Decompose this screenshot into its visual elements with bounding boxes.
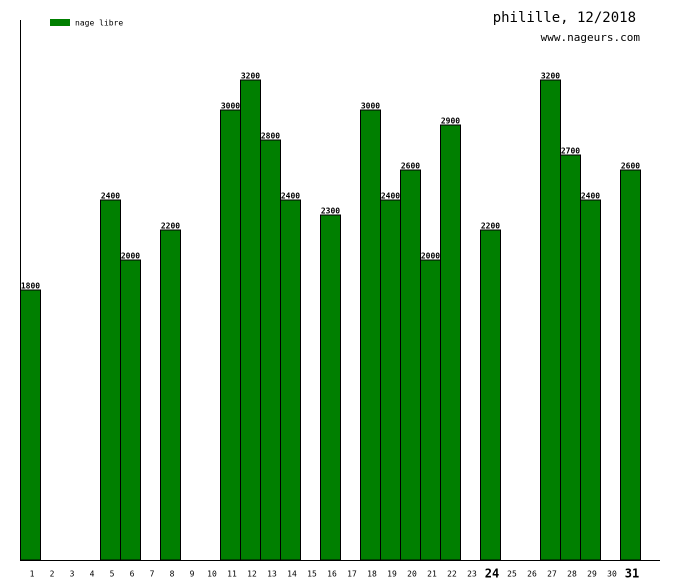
x-tick-label: 23 [467, 570, 477, 579]
x-tick-label: 17 [347, 570, 357, 579]
value-label: 2800 [261, 132, 280, 141]
x-tick-label: 3 [70, 570, 75, 579]
x-tick-label: 31 [625, 567, 639, 580]
legend-label: nage libre [75, 19, 123, 28]
chart-title: philille, 12/2018 [493, 10, 636, 26]
value-label: 2400 [101, 192, 120, 201]
x-tick-label: 13 [267, 570, 277, 579]
chart-subtitle: www.nageurs.com [541, 31, 641, 44]
bar [120, 259, 141, 561]
bar [20, 289, 41, 561]
x-tick-label: 15 [307, 570, 317, 579]
bar [360, 109, 381, 561]
bar [160, 229, 181, 561]
value-label: 2600 [401, 162, 420, 171]
value-label: 2300 [321, 207, 340, 216]
x-tick-label: 6 [130, 570, 135, 579]
x-tick-label: 20 [407, 570, 417, 579]
x-tick-label: 19 [387, 570, 397, 579]
x-tick-label: 5 [110, 570, 115, 579]
x-tick-label: 29 [587, 570, 597, 579]
bar [240, 79, 261, 561]
value-label: 2900 [441, 117, 460, 126]
legend-swatch [50, 19, 70, 26]
bar [480, 229, 501, 561]
x-tick-label: 16 [327, 570, 337, 579]
bar [100, 199, 121, 561]
value-label: 2400 [281, 192, 300, 201]
value-label: 2200 [481, 222, 500, 231]
x-tick-label: 2 [50, 570, 55, 579]
value-label: 2400 [381, 192, 400, 201]
bar [540, 79, 561, 561]
bar [560, 154, 581, 561]
bar [620, 169, 641, 561]
x-tick-label: 8 [170, 570, 175, 579]
x-tick-label: 25 [507, 570, 517, 579]
x-tick-label: 14 [287, 570, 297, 579]
value-label: 2000 [121, 252, 140, 261]
x-tick-label: 21 [427, 570, 437, 579]
x-tick-label: 11 [227, 570, 237, 579]
bar [420, 259, 441, 561]
x-tick-label: 22 [447, 570, 457, 579]
bar [380, 199, 401, 561]
x-tick-label: 10 [207, 570, 217, 579]
value-label: 2200 [161, 222, 180, 231]
x-tick-label: 18 [367, 570, 377, 579]
bar [440, 124, 461, 561]
x-tick-label: 28 [567, 570, 577, 579]
value-label: 3200 [241, 72, 260, 81]
x-tick-label: 4 [90, 570, 95, 579]
x-tick-label: 30 [607, 570, 617, 579]
value-label: 3000 [221, 102, 240, 111]
value-label: 2700 [561, 147, 580, 156]
bar [320, 214, 341, 561]
x-tick-label: 26 [527, 570, 537, 579]
value-label: 3200 [541, 72, 560, 81]
x-tick-label: 7 [150, 570, 155, 579]
x-tick-label: 1 [30, 570, 35, 579]
value-label: 1800 [21, 282, 40, 291]
value-label: 2600 [621, 162, 640, 171]
value-label: 2400 [581, 192, 600, 201]
x-tick-label: 24 [485, 567, 499, 580]
bar [220, 109, 241, 561]
bar [580, 199, 601, 561]
bar [400, 169, 421, 561]
value-label: 3000 [361, 102, 380, 111]
bar [280, 199, 301, 561]
x-tick-label: 27 [547, 570, 557, 579]
value-label: 2000 [421, 252, 440, 261]
x-tick-label: 9 [190, 570, 195, 579]
bar [260, 139, 281, 561]
x-tick-label: 12 [247, 570, 257, 579]
